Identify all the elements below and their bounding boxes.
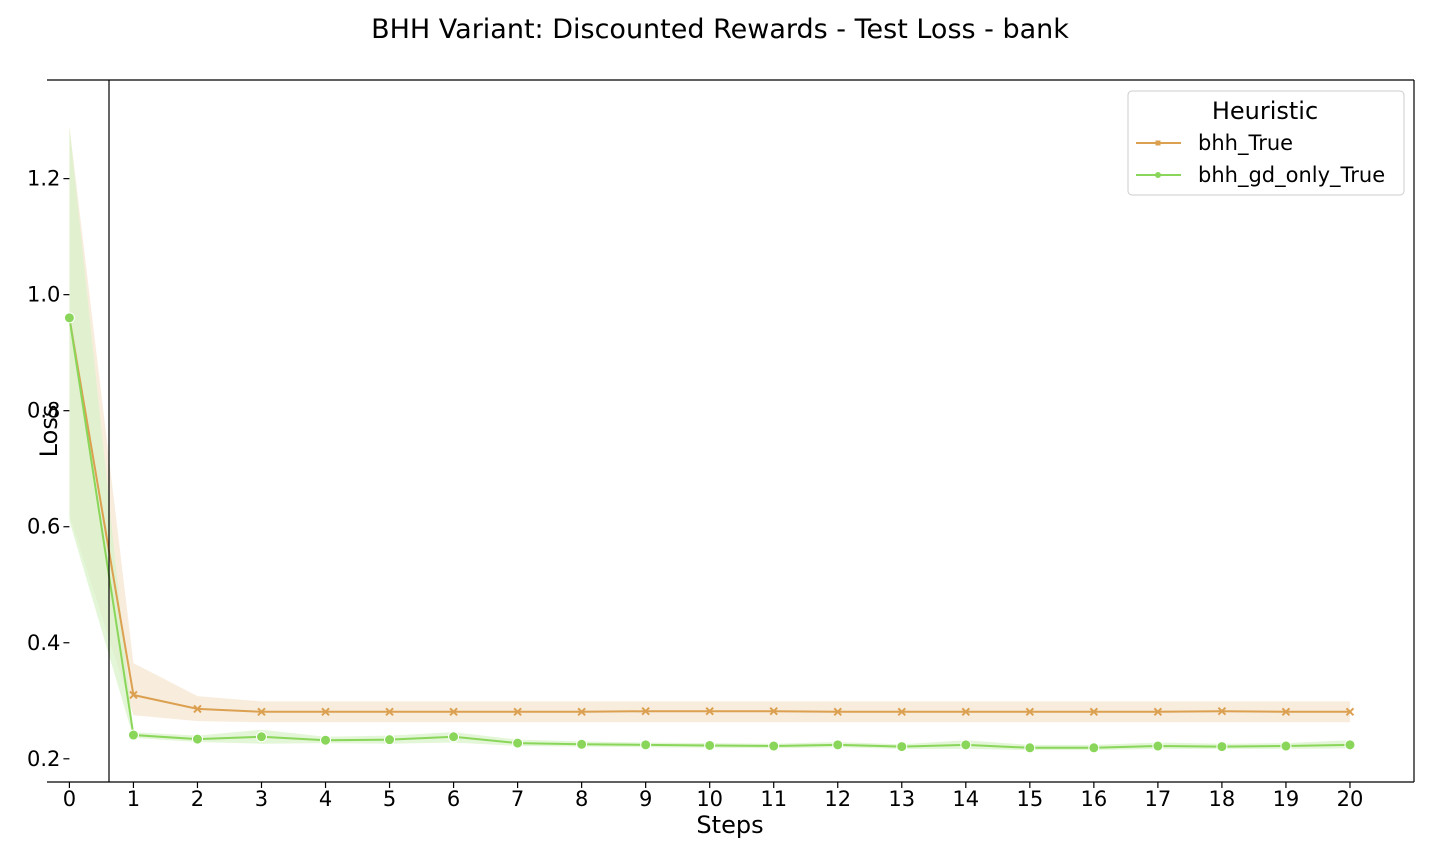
line-bhh-true bbox=[68, 317, 1350, 713]
x-tick-label-14: 14 bbox=[952, 787, 979, 811]
point-bhh-true-7 bbox=[513, 707, 522, 717]
y-tick-label-1: 0.4 bbox=[27, 631, 60, 655]
legend: Heuristic bhh_True bhh_gd_only_True bbox=[1127, 90, 1405, 196]
x-tick-label-16: 16 bbox=[1080, 787, 1107, 811]
point-bhh-gd-only-true-7 bbox=[512, 737, 524, 749]
point-bhh-gd-only-true-12 bbox=[832, 739, 844, 751]
y-tick-label-3: 0.8 bbox=[27, 399, 60, 423]
legend-marker-bhh-true bbox=[1155, 140, 1161, 146]
point-bhh-gd-only-true-17 bbox=[1152, 740, 1164, 752]
confidence-bands bbox=[69, 126, 1350, 751]
x-tick-label-15: 15 bbox=[1016, 787, 1043, 811]
legend-marker-bhh-gd-only-true bbox=[1155, 172, 1161, 178]
band-bhh-true bbox=[69, 126, 1350, 723]
point-bhh-gd-only-true-5 bbox=[384, 734, 396, 746]
point-bhh-gd-only-true-16 bbox=[1088, 742, 1100, 754]
x-tick-label-2: 2 bbox=[191, 787, 204, 811]
x-tick-label-4: 4 bbox=[319, 787, 332, 811]
point-bhh-true-6 bbox=[449, 707, 458, 717]
legend-title: Heuristic bbox=[1212, 97, 1318, 125]
series-lines bbox=[68, 317, 1350, 749]
point-bhh-gd-only-true-0 bbox=[63, 312, 75, 324]
point-bhh-true-8 bbox=[577, 707, 586, 717]
legend-label-bhh-gd-only-true: bhh_gd_only_True bbox=[1198, 163, 1385, 188]
point-bhh-gd-only-true-2 bbox=[191, 733, 203, 745]
y-tick-label-2: 0.6 bbox=[27, 515, 60, 539]
x-tick-label-0: 0 bbox=[63, 787, 76, 811]
series-markers bbox=[63, 312, 1356, 754]
x-tick-label-18: 18 bbox=[1209, 787, 1236, 811]
x-tick-label-13: 13 bbox=[888, 787, 915, 811]
point-bhh-true-1 bbox=[129, 690, 138, 700]
point-bhh-gd-only-true-6 bbox=[448, 731, 460, 743]
y-tick-label-4: 1.0 bbox=[27, 283, 60, 307]
y-tick-label-5: 1.2 bbox=[27, 167, 60, 191]
legend-box bbox=[1127, 90, 1405, 196]
point-bhh-true-2 bbox=[193, 704, 202, 714]
x-tick-label-19: 19 bbox=[1273, 787, 1300, 811]
x-tick-label-10: 10 bbox=[696, 787, 723, 811]
x-axis-label: Steps bbox=[696, 811, 763, 839]
point-bhh-true-17 bbox=[1153, 707, 1163, 717]
point-bhh-true-20 bbox=[1345, 707, 1355, 717]
x-tick-label-9: 9 bbox=[639, 787, 652, 811]
band-bhh-gd-only-true bbox=[69, 126, 1350, 751]
point-bhh-true-15 bbox=[1025, 707, 1035, 717]
point-bhh-true-14 bbox=[961, 707, 971, 717]
point-bhh-true-4 bbox=[321, 707, 330, 717]
point-bhh-gd-only-true-20 bbox=[1344, 739, 1356, 751]
legend-label-bhh-true: bhh_True bbox=[1198, 131, 1293, 156]
point-bhh-gd-only-true-3 bbox=[255, 731, 267, 743]
x-tick-label-6: 6 bbox=[447, 787, 460, 811]
x-ticks: 0 1 2 3 4 5 6 7 8 9 10 11 12 13 14 15 16 17 18 19 20 bbox=[63, 782, 1364, 811]
point-bhh-gd-only-true-10 bbox=[704, 739, 716, 751]
y-axis-label: Loss bbox=[35, 405, 63, 458]
point-bhh-true-16 bbox=[1089, 707, 1099, 717]
point-bhh-true-5 bbox=[385, 707, 394, 717]
y-tick-label-0: 0.2 bbox=[27, 747, 60, 771]
chart-title: BHH Variant: Discounted Rewards - Test L… bbox=[371, 14, 1069, 45]
point-bhh-true-18 bbox=[1217, 707, 1227, 716]
point-bhh-true-3 bbox=[257, 707, 266, 717]
x-tick-label-20: 20 bbox=[1337, 787, 1364, 811]
point-bhh-gd-only-true-8 bbox=[576, 738, 588, 750]
point-bhh-true-10 bbox=[705, 707, 714, 716]
point-bhh-true-11 bbox=[769, 707, 778, 716]
x-tick-label-7: 7 bbox=[511, 787, 524, 811]
point-bhh-gd-only-true-13 bbox=[896, 741, 908, 753]
point-bhh-gd-only-true-9 bbox=[640, 739, 652, 751]
x-tick-label-8: 8 bbox=[575, 787, 588, 811]
point-bhh-true-13 bbox=[897, 707, 906, 717]
x-tick-label-17: 17 bbox=[1145, 787, 1172, 811]
y-ticks: 0.2 0.4 0.6 0.8 1.0 1.2 bbox=[27, 167, 70, 771]
x-tick-label-1: 1 bbox=[127, 787, 140, 811]
point-bhh-gd-only-true-19 bbox=[1280, 740, 1292, 752]
point-bhh-gd-only-true-18 bbox=[1216, 741, 1228, 753]
point-bhh-gd-only-true-15 bbox=[1024, 742, 1036, 754]
x-tick-label-5: 5 bbox=[383, 787, 396, 811]
point-bhh-gd-only-true-11 bbox=[768, 740, 780, 752]
point-bhh-gd-only-true-14 bbox=[960, 739, 972, 751]
x-tick-label-3: 3 bbox=[255, 787, 268, 811]
x-tick-label-12: 12 bbox=[824, 787, 851, 811]
point-bhh-true-9 bbox=[641, 707, 650, 716]
point-bhh-gd-only-true-1 bbox=[127, 729, 139, 741]
point-bhh-gd-only-true-4 bbox=[320, 734, 332, 746]
x-tick-label-11: 11 bbox=[760, 787, 787, 811]
line-bhh-gd-only-true bbox=[68, 317, 1350, 749]
point-bhh-true-12 bbox=[833, 707, 842, 717]
point-bhh-true-19 bbox=[1281, 707, 1291, 717]
